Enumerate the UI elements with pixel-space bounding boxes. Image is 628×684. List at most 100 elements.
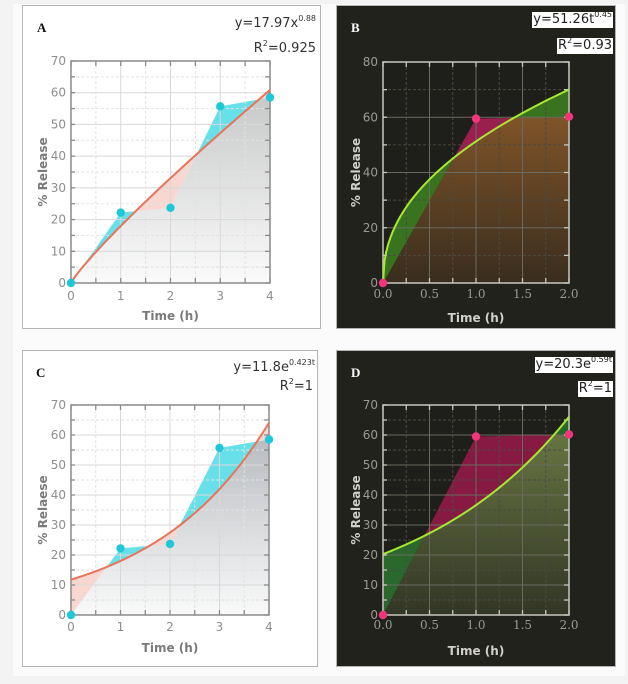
x-tick-label: 1 bbox=[117, 289, 125, 303]
y-tick-label: 60 bbox=[363, 110, 378, 124]
x-axis-title: Time (h) bbox=[448, 311, 505, 325]
equation: y=51.26t0.45 bbox=[532, 10, 613, 28]
y-axis-title: % Relaese bbox=[36, 475, 50, 544]
x-tick-label: 0.0 bbox=[373, 287, 392, 301]
r2-value: =1 bbox=[592, 381, 612, 396]
data-point bbox=[66, 610, 76, 620]
y-tick-label: 10 bbox=[51, 244, 66, 258]
y-axis-title: % Release bbox=[349, 138, 363, 207]
r-squared: R2=1 bbox=[577, 379, 613, 397]
y-tick-label: 20 bbox=[363, 548, 378, 562]
x-tick-label: 4 bbox=[265, 620, 273, 634]
data-point bbox=[66, 278, 76, 288]
x-tick-label: 1 bbox=[117, 620, 125, 634]
y-tick-label: 10 bbox=[363, 578, 378, 592]
y-tick-label: 50 bbox=[51, 117, 66, 131]
y-tick-label: 40 bbox=[51, 488, 66, 502]
r2-prefix: R bbox=[578, 381, 588, 396]
y-tick-label: 20 bbox=[51, 213, 66, 227]
r2-value: =0.93 bbox=[572, 38, 612, 53]
x-tick-label: 3 bbox=[216, 289, 224, 303]
y-tick-label: 0 bbox=[370, 276, 378, 290]
equation: y=20.3e0.59t bbox=[534, 355, 613, 373]
data-point bbox=[471, 432, 481, 441]
r-squared: R2=0.93 bbox=[557, 36, 613, 54]
data-point bbox=[564, 112, 574, 121]
r2-sup: 2 bbox=[567, 36, 573, 45]
data-point bbox=[216, 102, 225, 111]
x-tick-label: 2 bbox=[166, 620, 174, 634]
data-point bbox=[564, 430, 574, 439]
r2-prefix: R bbox=[253, 41, 263, 56]
data-point bbox=[264, 435, 274, 444]
r-squared: R2=1 bbox=[280, 378, 313, 395]
equation-base: y=20.3e bbox=[535, 357, 592, 372]
x-tick-label: 2.0 bbox=[559, 618, 578, 632]
fit-curve bbox=[70, 89, 271, 284]
r2-value: =1 bbox=[293, 379, 313, 394]
y-tick-label: 40 bbox=[363, 166, 378, 180]
equation-exponent: 0.45 bbox=[594, 10, 612, 19]
y-tick-label: 60 bbox=[363, 428, 378, 442]
equation-exponent: 0.59t bbox=[591, 355, 612, 364]
equation: y=11.8e0.423t bbox=[233, 358, 315, 376]
data-point bbox=[215, 443, 224, 453]
equation-exponent: 0.423t bbox=[288, 358, 315, 367]
data-point bbox=[265, 93, 275, 102]
equation: y=17.97x0.88 bbox=[235, 14, 316, 32]
y-tick-label: 70 bbox=[51, 398, 66, 412]
x-tick-label: 3 bbox=[216, 620, 224, 634]
x-tick-label: 1.0 bbox=[466, 287, 485, 301]
data-point bbox=[378, 278, 388, 288]
x-tick-label: 4 bbox=[266, 289, 274, 303]
y-axis-title: % Release bbox=[349, 475, 363, 544]
chart-d: 0.0 0.5 1.0 1.5 2.0 0 10 20 30 40 50 60 70 Time (h) % … bbox=[349, 398, 579, 658]
y-tick-label: 10 bbox=[51, 578, 66, 592]
x-tick-label: 1.5 bbox=[513, 287, 532, 301]
y-axis-title: % Release bbox=[36, 137, 50, 206]
panel-label: A bbox=[37, 20, 47, 35]
r-squared: R2=0.925 bbox=[253, 39, 316, 57]
equation-exponent: 0.88 bbox=[298, 14, 316, 23]
chart-b: 0.0 0.5 1.0 1.5 2.0 0 20 40 60 80 Time (h) % Releas… bbox=[349, 55, 579, 325]
fit-curve bbox=[382, 88, 570, 284]
equation-base: y=51.26t bbox=[533, 12, 595, 27]
panel-label: D bbox=[351, 365, 361, 380]
x-axis-title: Time (h) bbox=[448, 644, 505, 658]
x-tick-label: 0 bbox=[67, 620, 75, 634]
r2-sup: 2 bbox=[262, 39, 268, 48]
y-tick-label: 60 bbox=[51, 86, 66, 100]
data-point bbox=[116, 544, 125, 553]
y-tick-label: 0 bbox=[370, 608, 378, 622]
x-tick-label: 0.5 bbox=[420, 618, 439, 632]
y-tick-label: 30 bbox=[363, 518, 378, 532]
x-tick-label: 1.0 bbox=[466, 618, 485, 632]
x-axis-title: Time (h) bbox=[142, 641, 199, 655]
fit-curve bbox=[382, 416, 570, 556]
panel-label: C bbox=[36, 365, 46, 380]
x-axis-title: Time (h) bbox=[142, 309, 199, 323]
y-tick-label: 70 bbox=[363, 398, 378, 412]
data-point bbox=[471, 114, 481, 123]
y-tick-label: 0 bbox=[58, 608, 66, 622]
fit-curve bbox=[70, 422, 270, 581]
data-point bbox=[165, 539, 175, 549]
x-tick-label: 0.0 bbox=[373, 618, 392, 632]
data-point bbox=[116, 208, 125, 217]
r2-prefix: R bbox=[558, 38, 568, 53]
y-tick-label: 70 bbox=[51, 54, 66, 68]
y-tick-label: 50 bbox=[51, 458, 66, 472]
r2-sup: 2 bbox=[587, 379, 593, 388]
y-tick-label: 30 bbox=[51, 181, 66, 195]
y-tick-label: 20 bbox=[51, 548, 66, 562]
r2-value: =0.925 bbox=[267, 41, 316, 56]
y-tick-label: 60 bbox=[51, 428, 66, 442]
data-point bbox=[166, 203, 175, 213]
panel-label: B bbox=[351, 20, 360, 35]
data-point bbox=[378, 610, 388, 620]
equation-base: y=11.8e bbox=[233, 360, 289, 375]
y-tick-label: 30 bbox=[51, 518, 66, 532]
